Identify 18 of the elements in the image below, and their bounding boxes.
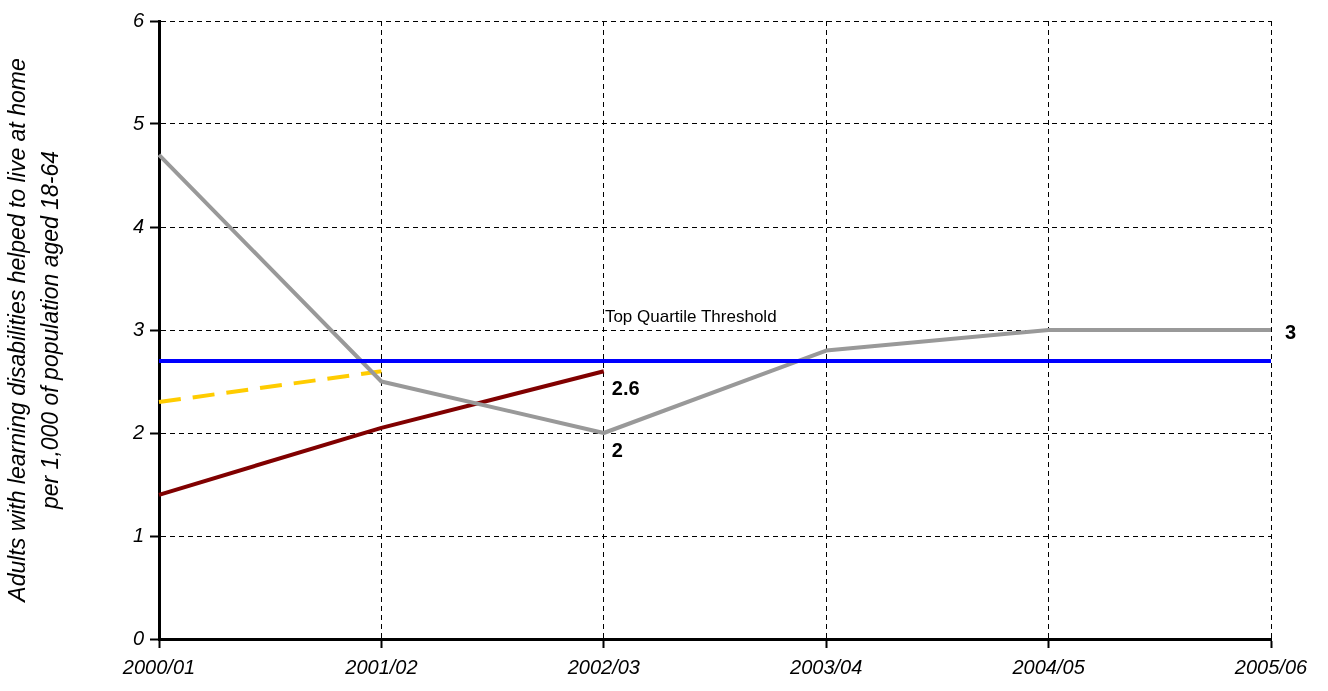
y-tick-label: 2: [131, 420, 144, 443]
y-tick-label: 5: [132, 111, 145, 134]
ref-line-label: Top Quartile Threshold: [604, 306, 777, 326]
x-tick-label: 2004/05: [1011, 655, 1086, 678]
y-tick-label: 6: [132, 8, 145, 31]
y-tick-label: 4: [132, 214, 144, 237]
y-tick-label: 3: [132, 317, 144, 340]
x-tick-label: 2001/02: [344, 655, 418, 678]
y-tick-label: 1: [132, 523, 144, 546]
x-tick-label: 2000/01: [121, 655, 196, 678]
x-tick-label: 2005/06: [1233, 655, 1309, 678]
y-axis-title: Adults with learning disabilities helped to live at home per 1,000 of population aged 18-64: [4, 58, 64, 604]
data-label: 2: [611, 438, 623, 461]
x-tick-label: 2002/03: [566, 655, 640, 678]
data-label: 2.6: [611, 376, 640, 399]
y-tick-label: 0: [132, 626, 144, 649]
x-tick-label: 2003/04: [789, 655, 863, 678]
data-label: 3: [1285, 320, 1297, 343]
